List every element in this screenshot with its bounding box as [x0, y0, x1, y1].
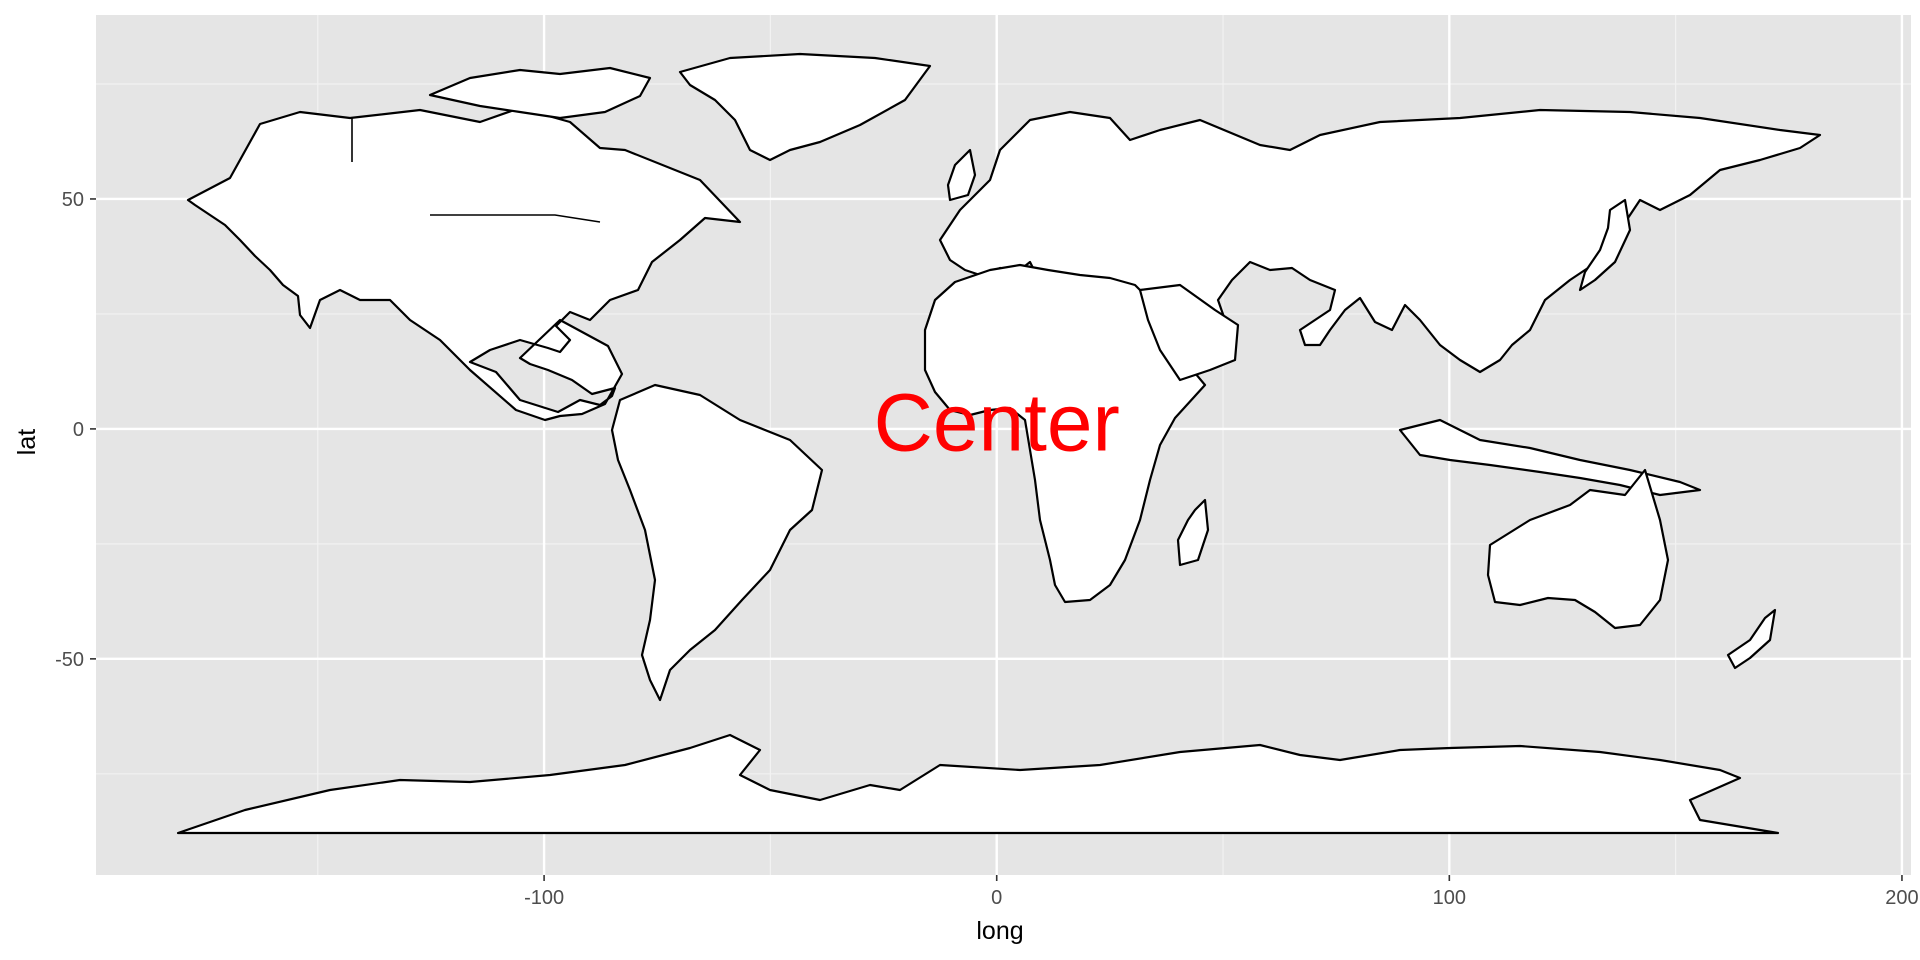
x-axis-tick-labels: -100 0 100 200 [524, 887, 1919, 909]
japan-islands [1578, 198, 1632, 292]
greenland-landmass [678, 52, 932, 162]
indonesia-islands [1398, 418, 1702, 497]
center-annotation: Center [874, 378, 1120, 469]
madagascar-landmass [1176, 498, 1210, 567]
world-landmasses [176, 52, 1822, 835]
africa-landmass [923, 263, 1207, 604]
south-america-landmass [610, 383, 824, 702]
x-axis-ticks [543, 875, 1903, 881]
us-canada-border [430, 214, 601, 223]
x-tick-label: 200 [1885, 887, 1918, 909]
y-tick-label: 50 [62, 189, 84, 211]
great-britain-landmass [946, 148, 977, 202]
arabia-landmass [1138, 283, 1240, 382]
x-tick-label: 100 [1433, 887, 1466, 909]
x-tick-label: 0 [991, 887, 1002, 909]
y-tick-label: -50 [55, 649, 84, 671]
new-zealand-islands [1726, 608, 1777, 670]
x-axis-title: long [976, 917, 1023, 945]
australia-landmass [1486, 468, 1670, 630]
y-tick-label: 0 [73, 419, 84, 441]
antarctica-landmass [176, 733, 1780, 835]
y-axis-ticks [90, 198, 96, 660]
x-tick-label: -100 [524, 887, 564, 909]
y-axis-tick-labels: -50 0 50 [55, 189, 84, 671]
arctic-islands [428, 66, 652, 120]
y-axis-title: lat [13, 429, 41, 455]
north-america-landmass [186, 106, 742, 422]
